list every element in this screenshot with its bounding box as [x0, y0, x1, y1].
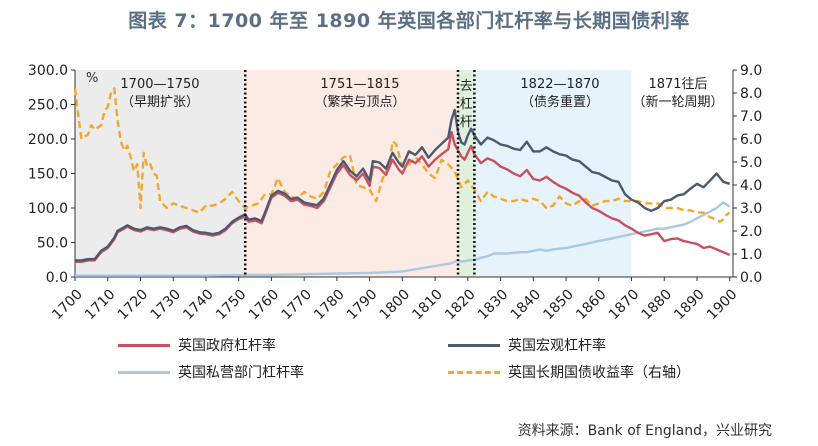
x-tick-label: 1730 — [148, 287, 185, 324]
series-line-2 — [75, 201, 731, 277]
legend-label-private: 英国私营部门杠杆率 — [178, 365, 304, 381]
x-tick-label: 1720 — [115, 287, 152, 324]
x-tick-label: 1870 — [606, 287, 643, 324]
x-tick-label: 1740 — [180, 287, 217, 324]
period-sublabel: （新一轮周期） — [632, 94, 723, 110]
period-band-0 — [75, 70, 246, 277]
x-tick-label: 1750 — [213, 287, 250, 324]
period-bands — [75, 70, 733, 277]
period-band-2 — [458, 70, 475, 277]
y-right-tick-label: 8.0 — [740, 86, 762, 102]
legend-swatch-macro — [448, 343, 500, 347]
y-right-tick-label: 2.0 — [740, 224, 762, 240]
period-labels: 1700—1750 （早期扩张） 1751—1815 （繁荣与顶点） 去杠杆 1822—1… — [120, 77, 723, 130]
y-left-tick-label: 50.0 — [37, 236, 68, 252]
x-tick-label: 1780 — [311, 287, 348, 324]
y-left-tick-label: 150.0 — [28, 167, 68, 183]
legend-label-gov: 英国政府杠杆率 — [178, 338, 276, 354]
legend-item-gov: 英国政府杠杆率 — [118, 335, 276, 355]
series-line-0 — [75, 130, 731, 263]
x-tick-label: 1810 — [409, 287, 446, 324]
legend-swatch-yield — [448, 370, 500, 374]
y-left-tick-label: 300.0 — [28, 63, 68, 79]
period-label: 1751—1815 — [320, 77, 399, 92]
y-right-tick-label: 1.0 — [740, 247, 762, 263]
y-right-tick-label: 4.0 — [740, 178, 762, 194]
y-left-tick-label: 100.0 — [28, 201, 68, 217]
x-tick-label: 1880 — [639, 287, 676, 324]
x-tick-label: 1700 — [49, 287, 86, 324]
period-label-char: 去 — [460, 79, 473, 94]
x-tick-label: 1830 — [475, 287, 512, 324]
x-tick-label: 1850 — [540, 287, 577, 324]
x-tick-label: 1890 — [671, 287, 708, 324]
x-tick-label: 1900 — [704, 287, 741, 324]
legend-swatch-gov — [118, 343, 170, 347]
y-right-tick-label: 6.0 — [740, 132, 762, 148]
series-line-3 — [73, 87, 731, 223]
legend-item-yield: 英国长期国债收益率（右轴） — [448, 362, 690, 382]
period-sublabel: （繁荣与顶点） — [314, 94, 405, 110]
period-dividers — [243, 70, 476, 277]
y-left-tick-label: 0.0 — [46, 270, 68, 286]
x-tick-label: 1770 — [278, 287, 315, 324]
unit-label: % — [86, 71, 98, 86]
y-right-tick-label: 7.0 — [740, 109, 762, 125]
period-band-3 — [474, 70, 632, 277]
period-label: 1822—1870 — [520, 77, 599, 92]
legend-item-macro: 英国宏观杠杆率 — [448, 335, 606, 355]
y-left-tick-label: 250.0 — [28, 98, 68, 114]
x-tick-label: 1820 — [442, 287, 479, 324]
x-tick-label: 1760 — [246, 287, 283, 324]
period-label-char: 杠 — [460, 96, 473, 112]
legend-item-private: 英国私营部门杠杆率 — [118, 362, 304, 382]
y-right-tick-label: 0.0 — [740, 270, 762, 286]
x-tick-label: 1840 — [508, 287, 545, 324]
x-tick-label: 1790 — [344, 287, 381, 324]
y-right-tick-label: 3.0 — [740, 201, 762, 217]
period-label-char: 杆 — [460, 115, 473, 130]
series-line-1 — [75, 108, 731, 262]
y-right-tick-label: 9.0 — [740, 63, 762, 79]
x-tick-label: 1800 — [377, 287, 414, 324]
legend-label-yield: 英国长期国债收益率（右轴） — [508, 365, 690, 381]
period-label: 1871往后 — [648, 77, 707, 92]
y-right-tick-label: 5.0 — [740, 155, 762, 171]
source-note: 资料来源：Bank of England，兴业研究 — [517, 423, 772, 439]
chart-title: 图表 7：1700 年至 1890 年英国各部门杠杆率与长期国债利率 — [128, 10, 690, 32]
legend-swatch-private — [118, 370, 170, 374]
period-sublabel: （早期扩张） — [121, 95, 199, 110]
x-tick-label: 1860 — [573, 287, 610, 324]
series-lines — [73, 87, 731, 277]
legend-label-macro: 英国宏观杠杆率 — [508, 338, 606, 354]
y-left-tick-label: 200.0 — [28, 132, 68, 148]
period-label: 1700—1750 — [120, 77, 199, 92]
period-sublabel: （债务重置） — [521, 94, 599, 110]
x-tick-label: 1710 — [82, 287, 119, 324]
